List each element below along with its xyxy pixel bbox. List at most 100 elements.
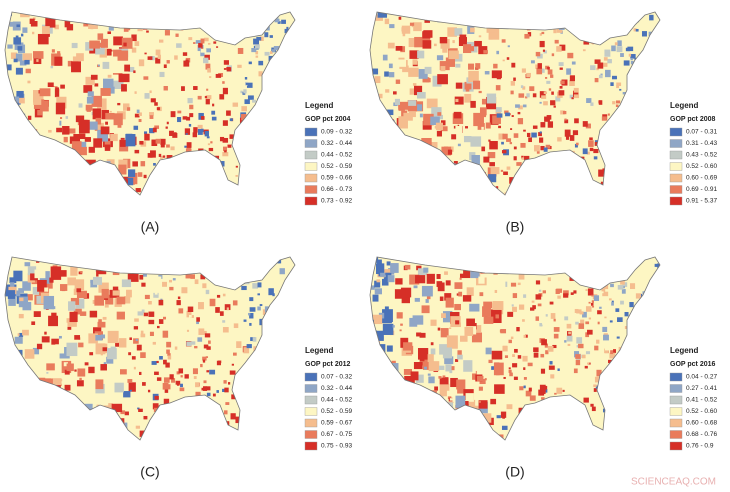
- county: [9, 21, 16, 27]
- county: [573, 87, 579, 93]
- county: [83, 429, 90, 434]
- county: [553, 318, 556, 322]
- county: [134, 41, 140, 47]
- county: [387, 42, 395, 49]
- county: [642, 69, 647, 74]
- county: [203, 57, 209, 64]
- county: [75, 412, 84, 423]
- county: [162, 257, 166, 259]
- county: [543, 50, 547, 54]
- legend-swatch: [669, 127, 683, 137]
- county: [437, 260, 442, 265]
- county: [76, 437, 87, 440]
- county: [135, 339, 138, 341]
- county: [529, 395, 536, 401]
- county: [123, 391, 131, 398]
- legend-swatch: [669, 407, 683, 416]
- county: [154, 102, 158, 106]
- county: [575, 359, 581, 366]
- county: [100, 38, 108, 48]
- county: [97, 64, 100, 67]
- county: [445, 57, 456, 67]
- county: [504, 196, 509, 202]
- county: [539, 101, 542, 104]
- legend-swatch: [304, 162, 318, 171]
- county: [572, 130, 579, 136]
- county: [112, 290, 120, 296]
- county: [135, 425, 141, 429]
- county: [287, 304, 292, 309]
- county: [484, 378, 487, 381]
- county: [575, 31, 578, 35]
- legend-swatch: [669, 395, 683, 405]
- county: [36, 163, 46, 172]
- county: [658, 327, 660, 332]
- county: [564, 160, 570, 165]
- county: [417, 148, 423, 153]
- county: [576, 12, 581, 17]
- county: [593, 441, 596, 445]
- county: [72, 430, 78, 435]
- county: [430, 116, 440, 125]
- county: [447, 198, 458, 212]
- county: [178, 308, 184, 314]
- county: [281, 295, 284, 299]
- county: [203, 386, 208, 391]
- county: [641, 31, 647, 37]
- county: [444, 271, 448, 275]
- map: [4, 11, 296, 197]
- county: [516, 162, 522, 166]
- county: [266, 353, 270, 358]
- county: [410, 371, 419, 381]
- county: [268, 416, 272, 419]
- county: [417, 348, 429, 360]
- county: [571, 97, 574, 100]
- county: [480, 15, 488, 23]
- county: [146, 30, 149, 33]
- county: [238, 31, 243, 36]
- county: [634, 57, 640, 64]
- county: [18, 313, 24, 319]
- county: [11, 376, 19, 384]
- county: [76, 146, 87, 156]
- county: [251, 16, 257, 23]
- county: [222, 120, 228, 126]
- county: [386, 131, 391, 136]
- county: [268, 128, 273, 133]
- county: [645, 329, 649, 333]
- county: [657, 287, 660, 293]
- county: [449, 398, 453, 401]
- county: [448, 50, 459, 60]
- county: [445, 176, 449, 179]
- county: [543, 91, 548, 95]
- county: [16, 90, 24, 98]
- legend-label: 0.52 - 0.60: [686, 408, 717, 415]
- county: [566, 323, 572, 329]
- county: [92, 276, 103, 285]
- county: [187, 97, 193, 104]
- county: [653, 302, 660, 308]
- county: [481, 15, 491, 25]
- county: [291, 335, 295, 339]
- county: [271, 365, 278, 371]
- county: [656, 173, 660, 178]
- county: [290, 99, 294, 104]
- county: [216, 195, 219, 197]
- county: [170, 25, 174, 29]
- county: [166, 439, 170, 440]
- county: [144, 133, 150, 141]
- county: [522, 171, 525, 175]
- county: [574, 73, 581, 81]
- county: [535, 420, 539, 423]
- county: [636, 157, 643, 162]
- county: [17, 46, 23, 51]
- county: [648, 78, 653, 84]
- county: [212, 261, 215, 264]
- county: [585, 434, 588, 437]
- county: [616, 85, 620, 89]
- county: [95, 257, 102, 261]
- county: [153, 163, 156, 166]
- county: [630, 426, 635, 431]
- county: [175, 437, 182, 440]
